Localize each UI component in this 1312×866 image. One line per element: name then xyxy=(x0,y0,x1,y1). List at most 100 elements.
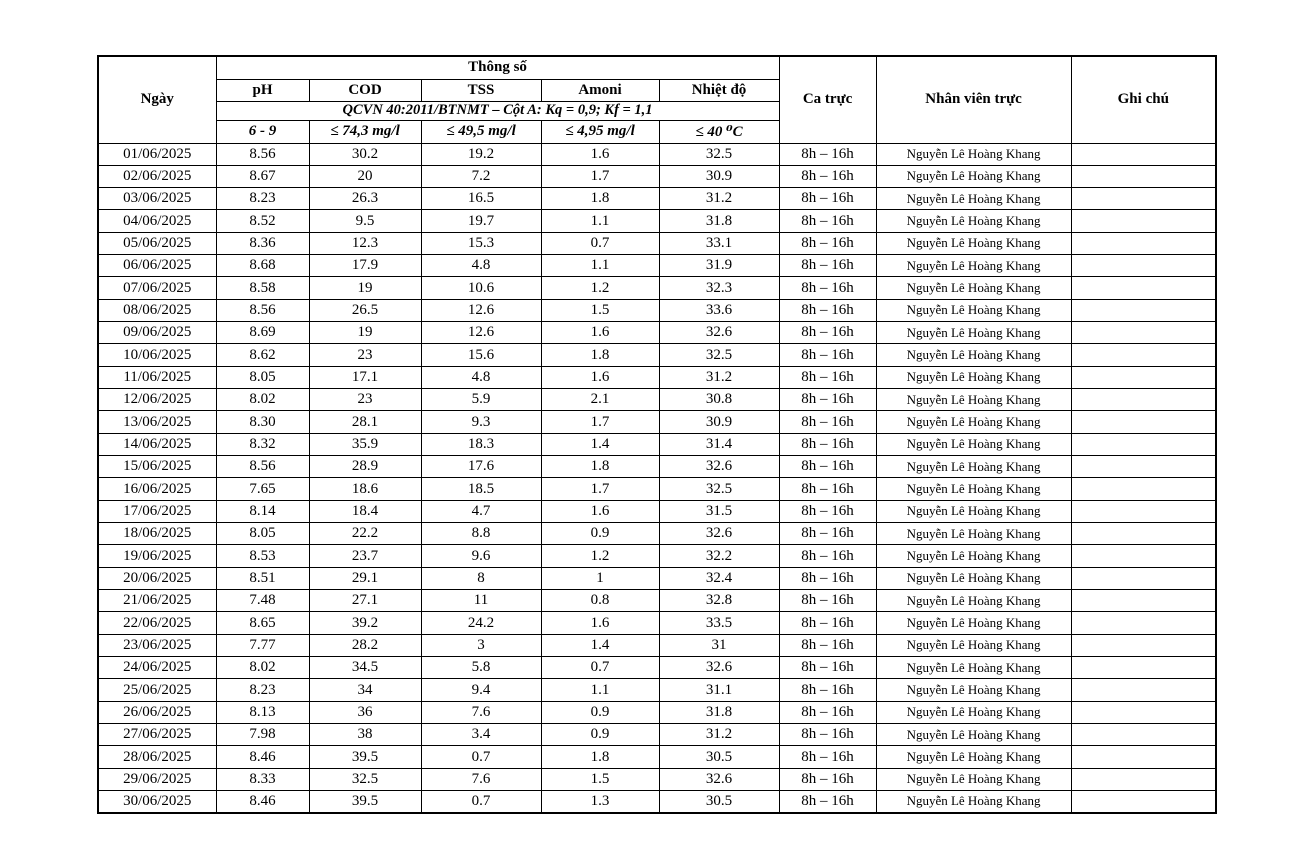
cell-staff: Nguyễn Lê Hoàng Khang xyxy=(875,321,1072,345)
cell-ph: 8.67 xyxy=(215,164,310,189)
monitoring-log-table: Ngày Thông số Ca trực Nhân viên trực Ghi… xyxy=(97,55,1218,814)
column-header-tss: TSS xyxy=(420,78,542,102)
cell-staff: Nguyễn Lê Hoàng Khang xyxy=(875,209,1072,233)
column-header-date: Ngày xyxy=(97,55,217,144)
cell-shift: 8h – 16h xyxy=(778,254,877,278)
cell-shift: 8h – 16h xyxy=(778,164,877,189)
cell-cod: 23.7 xyxy=(308,544,422,568)
cell-note xyxy=(1070,723,1217,747)
cell-amoni: 1.8 xyxy=(540,745,660,769)
cell-tss: 7.6 xyxy=(420,767,542,792)
cell-cod: 17.1 xyxy=(308,365,422,390)
cell-note xyxy=(1070,767,1217,792)
cell-date: 24/06/2025 xyxy=(97,656,217,680)
cell-cod: 34.5 xyxy=(308,656,422,680)
limit-cod: ≤ 74,3 mg/l xyxy=(308,119,422,144)
cell-temperature: 30.5 xyxy=(658,745,780,769)
cell-cod: 27.1 xyxy=(308,589,422,613)
cell-shift: 8h – 16h xyxy=(778,723,877,747)
cell-amoni: 1.1 xyxy=(540,254,660,278)
cell-temperature: 32.5 xyxy=(658,142,780,166)
cell-temperature: 33.5 xyxy=(658,611,780,635)
cell-ph: 8.62 xyxy=(215,343,310,367)
cell-cod: 9.5 xyxy=(308,209,422,233)
table-row: 13/06/2025 8.30 28.1 9.3 1.7 30.9 8h – 1… xyxy=(97,410,1217,434)
cell-staff: Nguyễn Lê Hoàng Khang xyxy=(875,544,1072,568)
cell-temperature: 31.9 xyxy=(658,254,780,278)
table-row: 10/06/2025 8.62 23 15.6 1.8 32.5 8h – 16… xyxy=(97,343,1217,367)
cell-note xyxy=(1070,678,1217,702)
cell-staff: Nguyễn Lê Hoàng Khang xyxy=(875,432,1072,457)
cell-staff: Nguyễn Lê Hoàng Khang xyxy=(875,656,1072,680)
cell-tss: 10.6 xyxy=(420,276,542,300)
cell-note xyxy=(1070,656,1217,680)
cell-ph: 8.46 xyxy=(215,745,310,769)
cell-tss: 4.8 xyxy=(420,254,542,278)
cell-staff: Nguyễn Lê Hoàng Khang xyxy=(875,499,1072,524)
cell-temperature: 33.1 xyxy=(658,231,780,256)
cell-temperature: 31.8 xyxy=(658,700,780,725)
cell-note xyxy=(1070,589,1217,613)
cell-ph: 8.69 xyxy=(215,321,310,345)
cell-cod: 39.2 xyxy=(308,611,422,635)
cell-amoni: 1.8 xyxy=(540,343,660,367)
cell-cod: 19 xyxy=(308,321,422,345)
cell-staff: Nguyễn Lê Hoàng Khang xyxy=(875,678,1072,702)
cell-amoni: 1.2 xyxy=(540,276,660,300)
cell-cod: 23 xyxy=(308,343,422,367)
cell-ph: 8.51 xyxy=(215,566,310,591)
cell-staff: Nguyễn Lê Hoàng Khang xyxy=(875,455,1072,479)
cell-shift: 8h – 16h xyxy=(778,410,877,434)
cell-amoni: 1.5 xyxy=(540,298,660,323)
cell-temperature: 31.2 xyxy=(658,365,780,390)
cell-amoni: 0.7 xyxy=(540,231,660,256)
table-row: 16/06/2025 7.65 18.6 18.5 1.7 32.5 8h – … xyxy=(97,477,1217,501)
cell-date: 15/06/2025 xyxy=(97,455,217,479)
cell-staff: Nguyễn Lê Hoàng Khang xyxy=(875,589,1072,613)
cell-temperature: 31.1 xyxy=(658,678,780,702)
cell-temperature: 32.6 xyxy=(658,455,780,479)
cell-tss: 18.3 xyxy=(420,432,542,457)
cell-note xyxy=(1070,298,1217,323)
cell-note xyxy=(1070,365,1217,390)
cell-date: 25/06/2025 xyxy=(97,678,217,702)
cell-note xyxy=(1070,321,1217,345)
cell-cod: 12.3 xyxy=(308,231,422,256)
cell-cod: 36 xyxy=(308,700,422,725)
cell-shift: 8h – 16h xyxy=(778,767,877,792)
cell-date: 29/06/2025 xyxy=(97,767,217,792)
cell-ph: 8.56 xyxy=(215,142,310,166)
cell-note xyxy=(1070,611,1217,635)
cell-amoni: 1.6 xyxy=(540,142,660,166)
cell-shift: 8h – 16h xyxy=(778,499,877,524)
cell-amoni: 1.6 xyxy=(540,321,660,345)
cell-shift: 8h – 16h xyxy=(778,209,877,233)
cell-temperature: 32.4 xyxy=(658,566,780,591)
cell-tss: 3.4 xyxy=(420,723,542,747)
cell-tss: 15.6 xyxy=(420,343,542,367)
cell-staff: Nguyễn Lê Hoàng Khang xyxy=(875,611,1072,635)
cell-note xyxy=(1070,388,1217,412)
limit-tss: ≤ 49,5 mg/l xyxy=(420,119,542,144)
table-row: 11/06/2025 8.05 17.1 4.8 1.6 31.2 8h – 1… xyxy=(97,365,1217,390)
cell-cod: 29.1 xyxy=(308,566,422,591)
cell-date: 03/06/2025 xyxy=(97,187,217,211)
table-row: 22/06/2025 8.65 39.2 24.2 1.6 33.5 8h – … xyxy=(97,611,1217,635)
cell-staff: Nguyễn Lê Hoàng Khang xyxy=(875,298,1072,323)
cell-tss: 12.6 xyxy=(420,298,542,323)
cell-cod: 28.1 xyxy=(308,410,422,434)
table-row: 01/06/2025 8.56 30.2 19.2 1.6 32.5 8h – … xyxy=(97,142,1217,166)
cell-date: 17/06/2025 xyxy=(97,499,217,524)
cell-cod: 35.9 xyxy=(308,432,422,457)
cell-staff: Nguyễn Lê Hoàng Khang xyxy=(875,522,1072,546)
cell-cod: 26.3 xyxy=(308,187,422,211)
cell-amoni: 0.8 xyxy=(540,589,660,613)
cell-date: 06/06/2025 xyxy=(97,254,217,278)
cell-cod: 19 xyxy=(308,276,422,300)
cell-tss: 0.7 xyxy=(420,745,542,769)
cell-amoni: 1.3 xyxy=(540,790,660,814)
column-header-amoni: Amoni xyxy=(540,78,660,102)
cell-date: 12/06/2025 xyxy=(97,388,217,412)
cell-date: 28/06/2025 xyxy=(97,745,217,769)
